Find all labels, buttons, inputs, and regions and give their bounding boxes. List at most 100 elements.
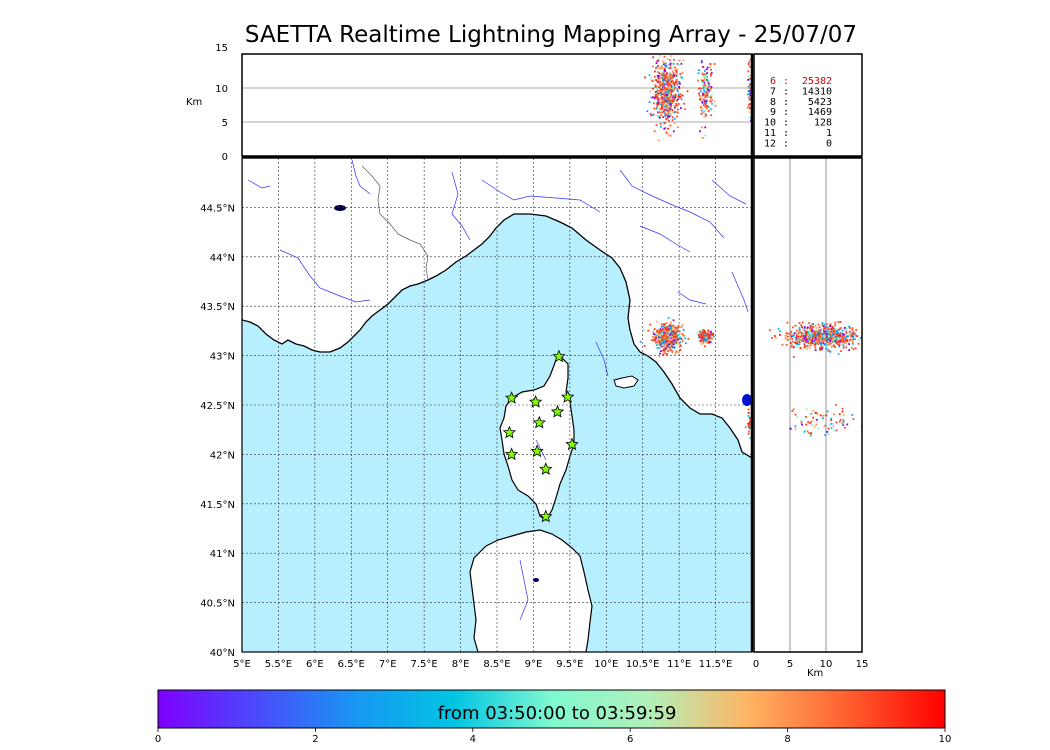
lightning-source: [825, 343, 827, 346]
lightning-source: [710, 68, 712, 71]
lightning-source: [652, 113, 655, 116]
lightning-source: [679, 341, 682, 344]
station-count-value: 0: [826, 138, 832, 149]
lightning-source: [749, 107, 752, 110]
lightning-source: [666, 92, 668, 95]
lightning-source: [664, 69, 666, 72]
lightning-source: [678, 96, 681, 99]
lat-tick-label: 42°N: [210, 450, 235, 461]
lightning-source: [700, 332, 702, 335]
lightning-source: [668, 67, 671, 70]
lightning-source: [796, 341, 799, 343]
lightning-source: [665, 327, 668, 330]
lightning-source: [844, 336, 847, 339]
lightning-source: [863, 344, 865, 346]
mainland-land: [242, 158, 752, 459]
lightning-source: [659, 76, 662, 79]
lightning-source: [667, 350, 669, 352]
lightning-source: [841, 335, 844, 338]
lightning-source: [705, 337, 708, 340]
lightning-source: [844, 335, 847, 338]
lightning-source: [664, 96, 667, 99]
lightning-source: [644, 76, 647, 79]
lightning-source: [747, 96, 750, 99]
lightning-source: [676, 104, 678, 107]
lightning-source: [677, 351, 680, 354]
lightning-source: [703, 333, 705, 336]
lightning-source: [659, 342, 661, 345]
lightning-source: [851, 414, 854, 416]
lightning-source: [671, 334, 674, 337]
lightning-source: [833, 413, 835, 416]
lightning-source: [669, 325, 671, 328]
lightning-source: [659, 93, 662, 96]
lightning-source: [669, 134, 672, 137]
lightning-source: [675, 334, 678, 336]
altitude-latitude-panel: [753, 157, 880, 653]
lightning-source: [702, 84, 705, 87]
lightning-source: [663, 50, 665, 52]
lightning-source: [810, 420, 813, 423]
lightning-source: [786, 332, 788, 335]
lightning-source: [669, 98, 672, 101]
lightning-source: [826, 341, 829, 344]
lightning-source: [673, 345, 676, 347]
station-count-row: 7: 14310: [770, 86, 832, 97]
lightning-source: [842, 424, 845, 427]
lightning-source: [652, 329, 655, 332]
lightning-source: [814, 343, 816, 346]
lightning-source: [657, 333, 660, 336]
lightning-source: [821, 322, 824, 324]
lightning-source: [848, 349, 851, 351]
lightning-source: [823, 343, 825, 346]
lightning-source: [659, 122, 662, 125]
lightning-source: [672, 343, 675, 346]
lightning-source: [819, 336, 822, 339]
lightning-source: [814, 331, 817, 333]
lightning-source: [657, 96, 659, 99]
lightning-source: [663, 326, 666, 329]
lightning-source: [878, 436, 880, 438]
lightning-source: [705, 340, 707, 342]
lightning-source: [674, 106, 676, 109]
lightning-source: [797, 337, 800, 339]
lightning-source: [823, 332, 826, 335]
lightning-source: [676, 62, 679, 65]
lightning-source: [709, 66, 712, 68]
lightning-source: [824, 414, 827, 417]
lightning-source: [675, 70, 678, 73]
lightning-source: [808, 341, 811, 344]
lightning-source: [787, 339, 790, 342]
lightning-source: [703, 70, 706, 72]
lightning-source: [844, 337, 846, 340]
lightning-source: [663, 76, 666, 79]
lightning-source: [699, 130, 701, 133]
lightning-source: [677, 343, 680, 346]
lightning-source: [649, 112, 652, 115]
lightning-source: [651, 335, 654, 338]
lightning-source: [656, 60, 659, 62]
lightning-source: [706, 78, 708, 81]
lightning-source: [825, 339, 828, 342]
altitude-tick-label: 15: [215, 43, 228, 54]
lightning-source: [667, 338, 670, 341]
lightning-source: [660, 105, 663, 108]
figure-title: SAETTA Realtime Lightning Mapping Array …: [244, 22, 858, 48]
lightning-source: [657, 99, 660, 102]
lightning-source: [843, 333, 846, 336]
lightning-source: [669, 82, 672, 85]
elba-island: [613, 375, 639, 389]
lightning-source: [666, 112, 669, 114]
lightning-source: [655, 341, 658, 344]
lightning-source: [698, 88, 701, 91]
lightning-source: [809, 432, 812, 435]
side-km-tick-label: 10: [820, 659, 833, 670]
lightning-source: [703, 110, 706, 112]
lightning-source: [708, 107, 711, 110]
colorbar-tick-label: 10: [939, 734, 952, 745]
lightning-source: [702, 330, 704, 332]
lightning-source: [818, 339, 820, 342]
lightning-source: [707, 84, 710, 87]
lightning-source: [857, 342, 860, 345]
lightning-source: [810, 342, 813, 345]
